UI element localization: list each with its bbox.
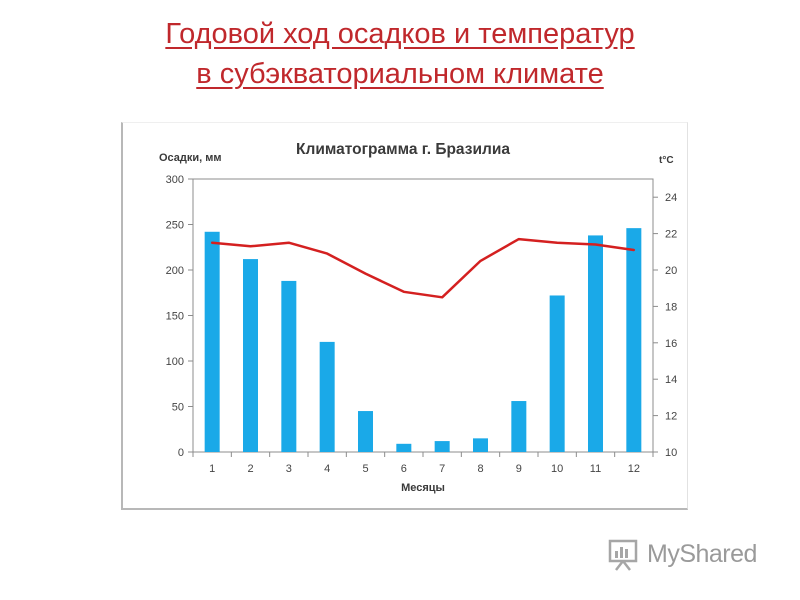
slide-title: Годовой ход осадков и температур в субэк… xyxy=(0,14,800,94)
slide-title-line-1: Годовой ход осадков и температур xyxy=(165,18,635,50)
x-tick-label: 10 xyxy=(551,463,563,475)
y2-tick-label: 24 xyxy=(665,192,677,204)
precipitation-bar xyxy=(358,411,373,452)
y-tick-label: 0 xyxy=(178,447,184,459)
x-tick-label: 3 xyxy=(286,463,292,475)
chart-title: Климатограмма г. Бразилиа xyxy=(296,141,510,158)
precipitation-bar xyxy=(511,401,527,452)
x-tick-label: 7 xyxy=(439,463,445,475)
precipitation-bar xyxy=(281,280,297,452)
slide-title-line-2: в субэкваториальном климате xyxy=(196,58,604,90)
x-tick-label: 11 xyxy=(590,463,601,475)
y2-tick-label: 18 xyxy=(665,301,677,313)
precipitation-bar xyxy=(473,438,488,452)
y2-tick-label: 22 xyxy=(665,229,677,241)
precipitation-bar xyxy=(396,443,412,452)
x-tick-label: 4 xyxy=(324,463,330,475)
y2-tick-label: 20 xyxy=(665,265,677,277)
temperature-line xyxy=(210,237,636,299)
watermark: MyShared xyxy=(607,536,777,572)
x-tick-label: 9 xyxy=(516,463,522,475)
precipitation-bar xyxy=(319,341,335,452)
precipitation-bar xyxy=(243,259,258,452)
y-tick-label: 100 xyxy=(166,356,184,368)
x-tick-label: 5 xyxy=(362,463,368,475)
x-tick-label: 1 xyxy=(209,463,215,475)
watermark-text: MyShared xyxy=(647,540,757,568)
y-tick-label: 50 xyxy=(172,402,184,414)
x-tick-label: 12 xyxy=(628,463,640,475)
y-tick-label: 200 xyxy=(166,265,184,277)
y2-tick-label: 16 xyxy=(665,338,677,350)
presentation-board-icon xyxy=(608,539,638,571)
y-tick-label: 300 xyxy=(166,174,184,186)
y-tick-label: 150 xyxy=(166,311,184,323)
precipitation-bar xyxy=(549,295,565,452)
y-axis-label: Осадки, мм xyxy=(159,152,222,164)
x-tick-label: 6 xyxy=(401,463,407,475)
x-tick-label: 2 xyxy=(247,463,253,475)
y2-tick-label: 12 xyxy=(665,411,677,423)
precipitation-bar xyxy=(626,228,642,452)
x-axis-label: Месяцы xyxy=(401,482,445,494)
x-tick-label: 8 xyxy=(477,463,483,475)
precipitation-bar xyxy=(434,441,450,452)
y-tick-label: 250 xyxy=(166,220,184,232)
y2-tick-label: 10 xyxy=(665,447,677,459)
plot-area-border xyxy=(192,178,654,453)
precipitation-bar xyxy=(204,231,220,452)
precipitation-bar xyxy=(588,235,603,452)
climatogram-chart: 0 50 100 150 200 250 300 10 12 14 16 18 20 22 24 1 2 3 4 5 6… xyxy=(121,122,688,510)
y2-axis-label: t°C xyxy=(659,155,674,166)
y2-tick-label: 14 xyxy=(665,374,677,386)
